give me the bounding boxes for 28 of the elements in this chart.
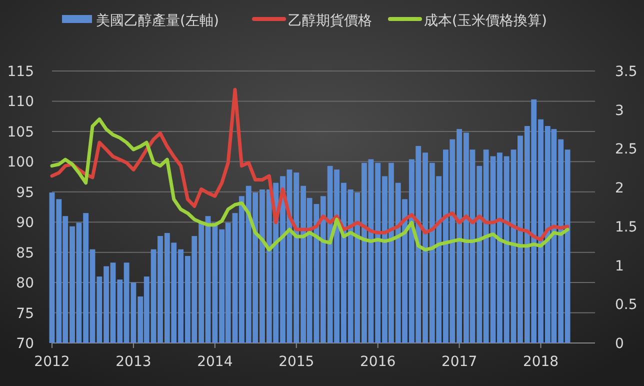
y2-tick-label: 1 <box>615 258 624 274</box>
y2-tick-label: 3.5 <box>615 64 638 80</box>
x-tick-label: 2018 <box>522 354 559 370</box>
legend-label: 乙醇期貨價格 <box>288 13 372 29</box>
y2-tick-label: 0 <box>615 336 624 352</box>
y-tick-label: 105 <box>7 124 34 140</box>
x-tick-label: 2017 <box>441 354 478 370</box>
x-tick-label: 2016 <box>360 354 396 370</box>
x-tick-label: 2013 <box>116 354 152 370</box>
x-tick-label: 2015 <box>278 354 314 370</box>
y2-tick-label: 0.5 <box>615 297 638 314</box>
y-tick-label: 70 <box>16 336 34 352</box>
legend-label: 成本(玉米價格換算) <box>424 13 547 29</box>
x-tick-label: 2014 <box>197 354 233 370</box>
y-tick-label: 90 <box>16 215 34 232</box>
y2-tick-label: 3 <box>615 102 624 119</box>
y-tick-label: 110 <box>7 94 34 110</box>
legend-label: 美國乙醇產量(左軸) <box>96 13 219 29</box>
x-tick-label: 2012 <box>34 354 70 370</box>
y2-tick-label: 1.5 <box>615 219 638 236</box>
y2-tick-label: 2 <box>615 180 624 197</box>
y-tick-label: 115 <box>7 64 34 80</box>
y-tick-label: 100 <box>7 154 34 171</box>
y-tick-label: 85 <box>16 245 34 262</box>
y-tick-label: 80 <box>16 276 34 292</box>
y2-tick-label: 2.5 <box>615 142 638 158</box>
y-tick-label: 95 <box>16 184 34 201</box>
y-tick-label: 75 <box>16 306 34 322</box>
